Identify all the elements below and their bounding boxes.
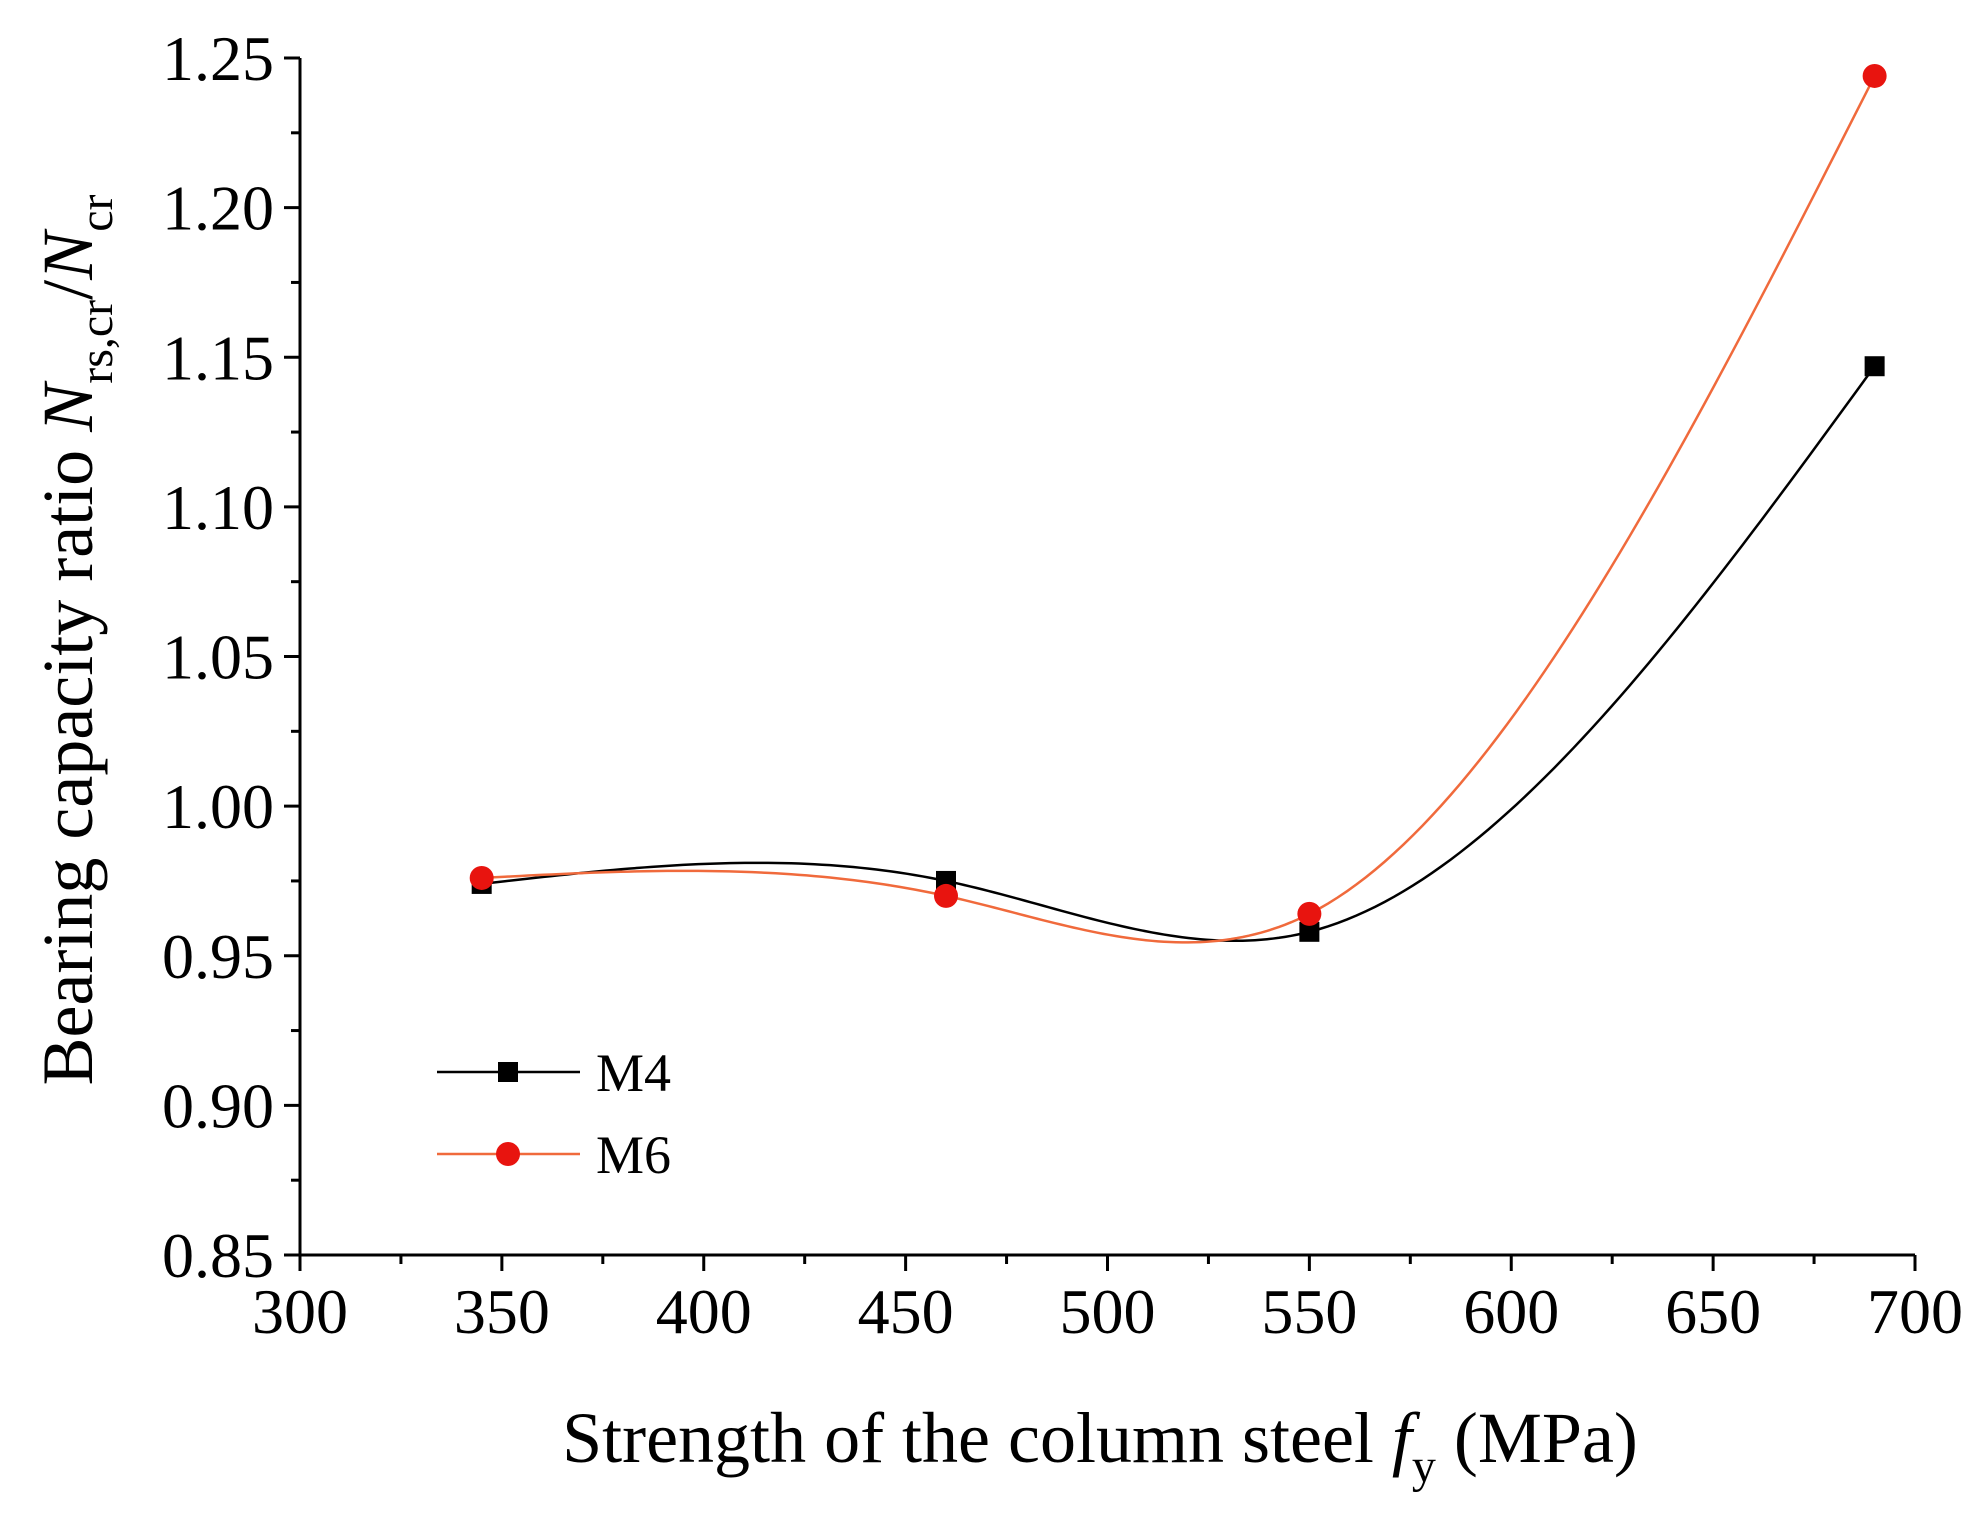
plot-axes: 300 350 400 450 500 550 600 650 700 0.85 0.90 0.95 1… [162,23,1963,1347]
y-axis-title-separator: / [28,280,108,300]
series-markers [469,63,1887,942]
x-axis-title-suffix: (MPa) [1436,1398,1638,1478]
y-tick-label: 0.85 [162,1220,274,1291]
data-point-m6 [934,883,958,908]
data-point-m6 [1862,63,1887,88]
y-axis-title-subscript-2: cr [70,194,123,231]
y-tick-label: 1.20 [162,173,274,244]
data-point-m4 [1864,356,1885,377]
y-tick-label: 1.10 [162,472,274,543]
legend-label-m6: M6 [596,1125,671,1185]
series-line-m6 [481,75,1876,944]
data-point-m4 [1299,921,1320,942]
x-tick-label: 450 [858,1276,954,1347]
x-tick-label: 400 [656,1276,752,1347]
x-tick-label: 300 [252,1276,348,1347]
y-axis-title-symbol-1: N [28,380,108,433]
x-axis-title-subscript: y [1412,1440,1436,1493]
legend-label-m4: M4 [596,1043,671,1103]
series-line-m4 [481,365,1876,943]
y-tick-label: 1.00 [162,771,274,842]
data-point-m6 [469,865,494,890]
x-axis-title-prefix: Strength of the column steel [562,1398,1392,1478]
data-point-m6 [1297,901,1322,926]
y-tick-label: 1.05 [162,622,274,693]
y-tick-label: 1.25 [162,23,274,94]
x-tick-label: 350 [454,1276,550,1347]
legend-marker-m6 [496,1142,520,1166]
x-tick-label: 550 [1261,1276,1357,1347]
x-tick-label: 600 [1463,1276,1559,1347]
y-tick-label: 1.15 [162,322,274,393]
x-tick-label: 650 [1665,1276,1761,1347]
x-tick-label: 700 [1867,1276,1963,1347]
series-curves [481,75,1876,944]
y-axis-title-subscript-1: rs,cr [70,300,123,384]
y-tick-label: 0.90 [162,1070,274,1141]
y-tick-label: 0.95 [162,921,274,992]
y-axis-title-symbol-2: N [28,228,108,281]
y-axis-title-prefix: Bearing capacity ratio [28,432,108,1086]
x-tick-label: 500 [1060,1276,1156,1347]
y-axis-title: Bearing capacity ratio Nrs,cr/Ncr [28,194,123,1085]
legend-marker-m4 [498,1062,518,1082]
x-axis-title: Strength of the column steel fy (MPa) [562,1398,1638,1493]
